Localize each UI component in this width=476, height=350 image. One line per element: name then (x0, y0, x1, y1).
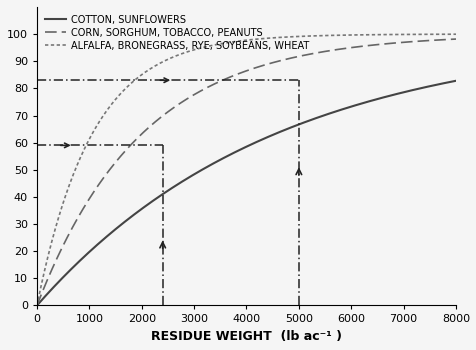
X-axis label: RESIDUE WEIGHT  (lb ac⁻¹ ): RESIDUE WEIGHT (lb ac⁻¹ ) (151, 330, 341, 343)
Legend: COTTON, SUNFLOWERS, CORN, SORGHUM, TOBACCO, PEANUTS, ALFALFA, BRONEGRASS, RYE, S: COTTON, SUNFLOWERS, CORN, SORGHUM, TOBAC… (42, 12, 311, 54)
